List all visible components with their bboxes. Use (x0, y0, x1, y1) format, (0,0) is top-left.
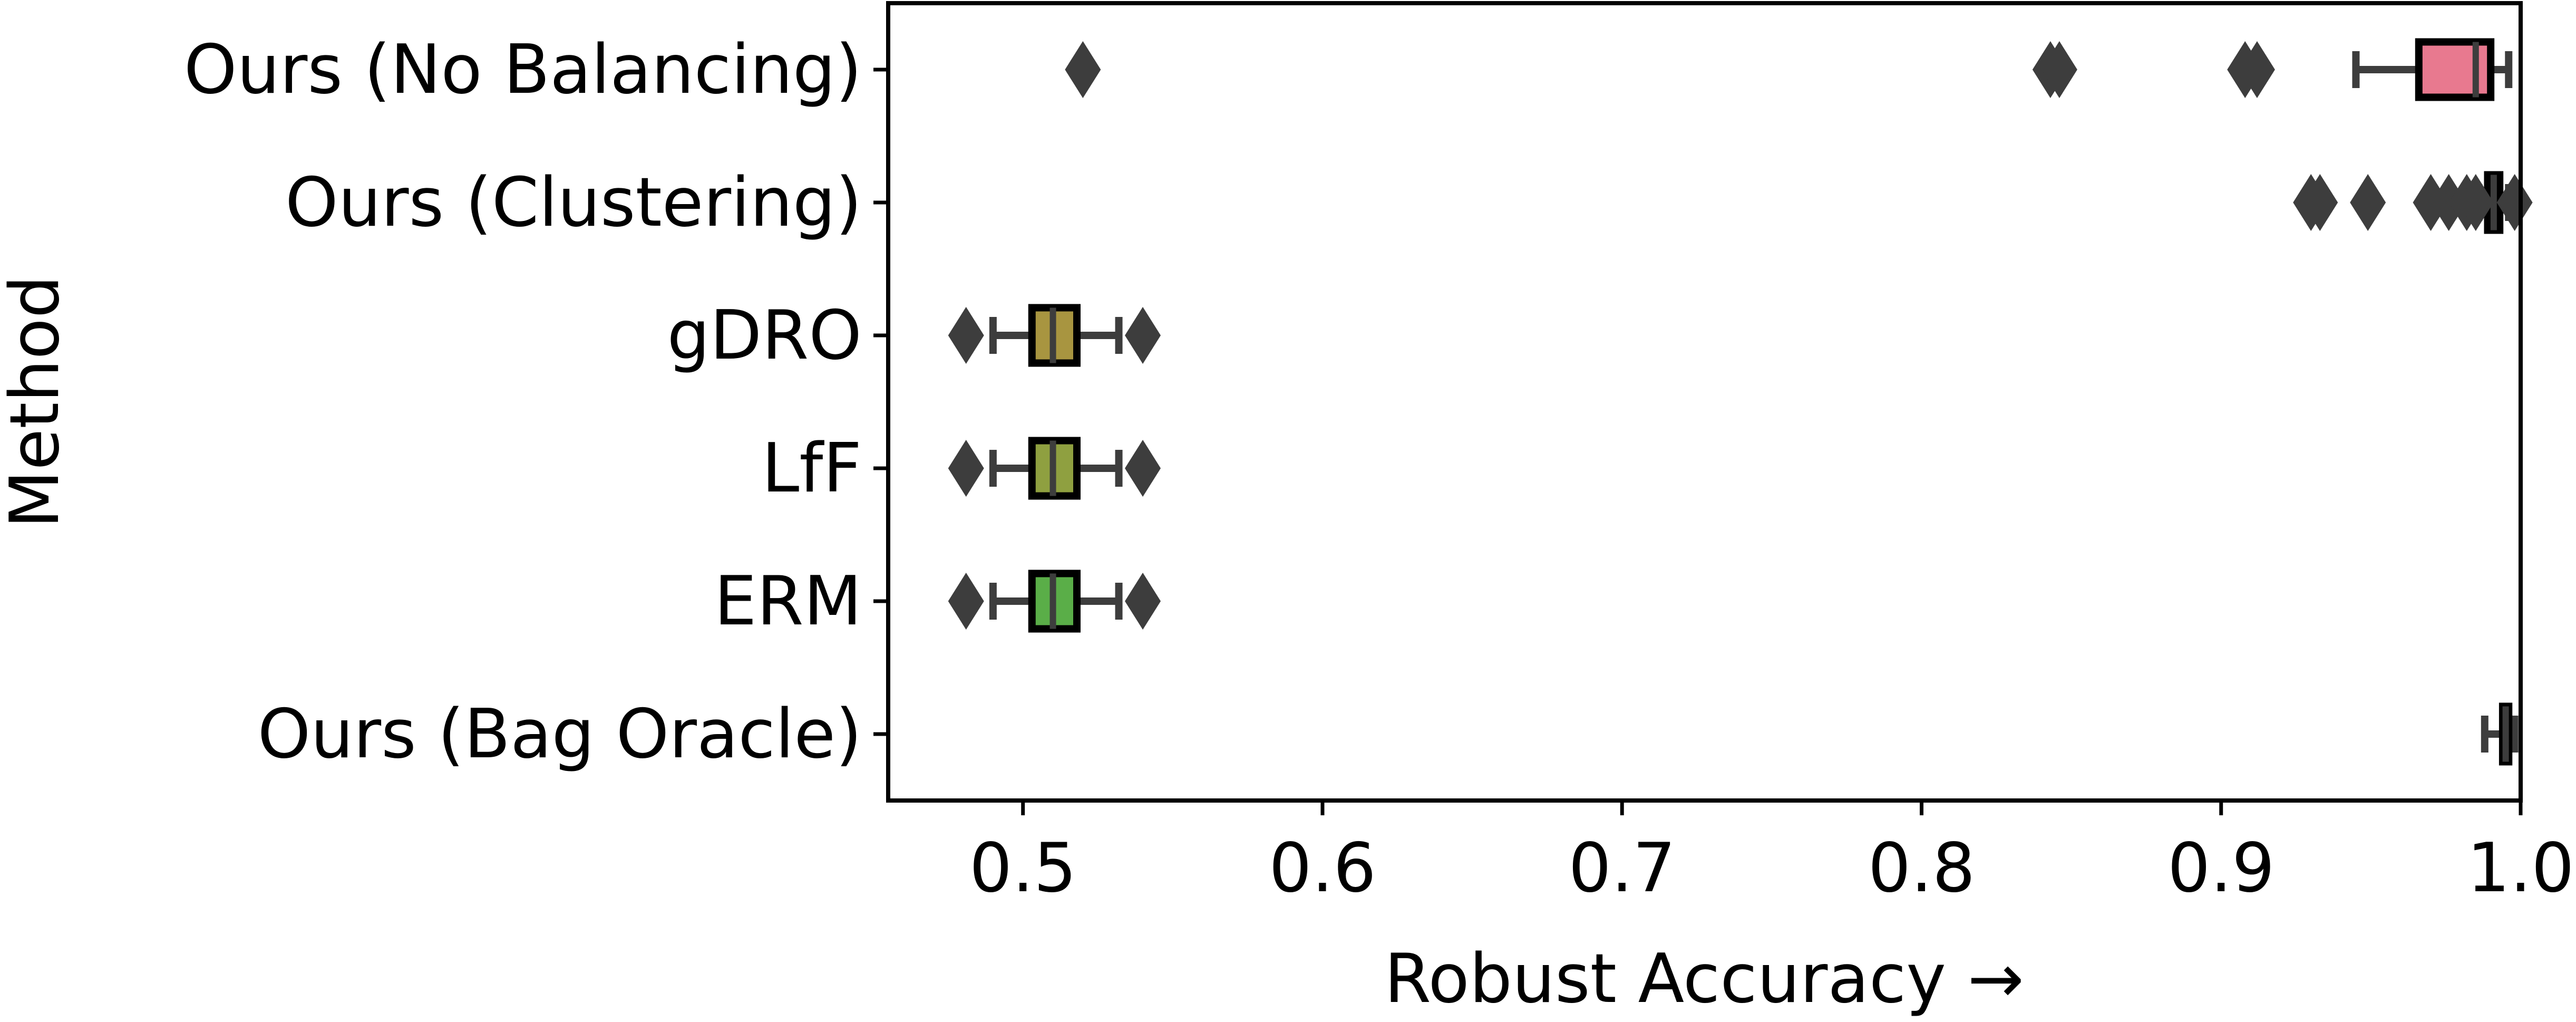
box-group (948, 304, 1161, 367)
box-group (948, 570, 1161, 633)
x-axis: 0.5 0.6 0.7 0.8 0.9 1.0 (969, 801, 2574, 908)
box (2415, 38, 2495, 101)
outlier-point (1125, 307, 1161, 364)
x-tick-label: 0.7 (1568, 829, 1676, 908)
y-axis-label: Method (0, 275, 74, 528)
y-tick-label: Ours (Bag Oracle) (258, 695, 862, 774)
outlier-point (948, 573, 984, 630)
box-group (2293, 171, 2533, 234)
outlier-point (2302, 174, 2338, 231)
y-axis: Ours (No Balancing) Ours (Clustering) gDRO… (184, 31, 888, 774)
outlier-point (2413, 174, 2449, 231)
box-group (948, 437, 1161, 500)
x-tick-label: 0.6 (1269, 829, 1376, 908)
box-group (2481, 702, 2519, 766)
x-tick-label: 0.5 (969, 829, 1077, 908)
box-group (1065, 38, 2513, 101)
y-tick-label: LfF (762, 429, 862, 508)
outlier-point (1065, 41, 1101, 98)
y-tick-label: gDRO (667, 296, 862, 375)
outlier-point (2431, 174, 2467, 231)
plot-frame (886, 1, 2523, 803)
outlier-point (2350, 174, 2386, 231)
y-tick-label: Ours (No Balancing) (184, 31, 862, 109)
outlier-point (1125, 440, 1161, 497)
outlier-point (948, 440, 984, 497)
outlier-point (2496, 174, 2533, 231)
boxes-layer (948, 38, 2533, 766)
x-tick-label: 0.9 (2167, 829, 2275, 908)
x-axis-label: Robust Accuracy → (1384, 940, 2024, 1018)
x-tick-label: 0.8 (1868, 829, 1976, 908)
y-tick-label: ERM (714, 562, 862, 641)
outlier-point (2041, 41, 2077, 98)
outlier-point (948, 307, 984, 364)
y-tick-label: Ours (Clustering) (285, 163, 862, 242)
outlier-point (2457, 174, 2494, 231)
x-tick-label: 1.0 (2467, 829, 2574, 908)
outlier-point (2239, 41, 2275, 98)
outlier-point (1125, 573, 1161, 630)
